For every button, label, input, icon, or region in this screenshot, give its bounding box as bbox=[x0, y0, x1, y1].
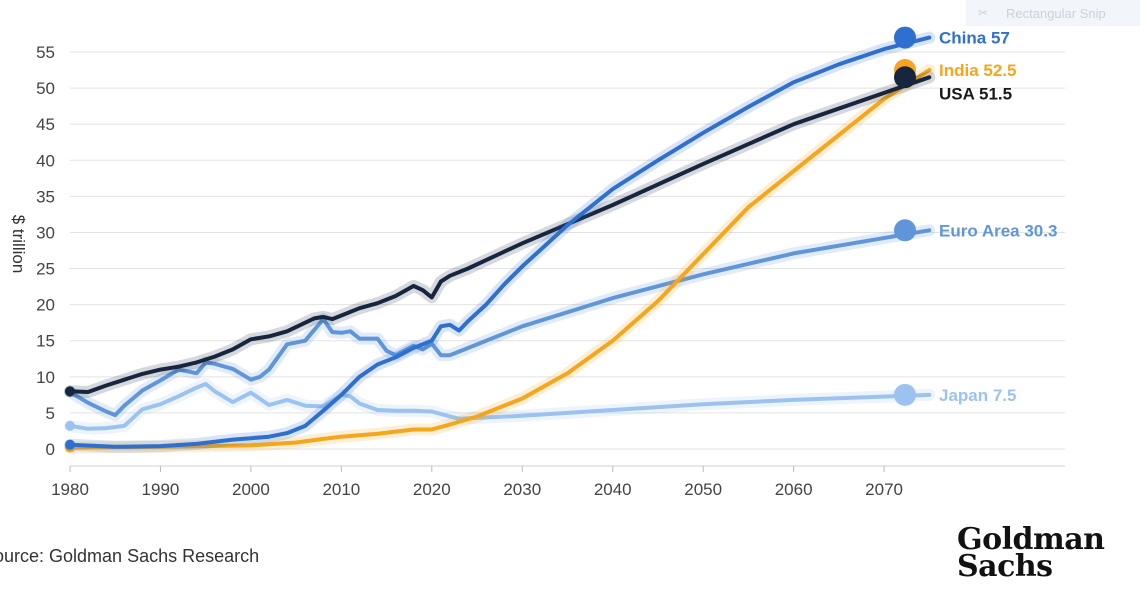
series-line bbox=[68, 228, 932, 418]
source-note: ource: Goldman Sachs Research bbox=[0, 546, 260, 566]
y-tick-label: 55 bbox=[36, 43, 55, 62]
x-tick-label: 2010 bbox=[322, 480, 360, 499]
series-end-label: Euro Area 30.3 bbox=[939, 221, 1057, 240]
series-end-point bbox=[894, 66, 916, 89]
y-tick-label: 30 bbox=[36, 223, 55, 242]
series-end-label: India 52.5 bbox=[939, 61, 1016, 80]
x-tick-label: 2040 bbox=[594, 480, 632, 499]
x-tick-label: 2070 bbox=[865, 480, 903, 499]
series-line bbox=[68, 35, 932, 449]
series-start-point bbox=[65, 386, 75, 397]
series-end-label: USA 51.5 bbox=[939, 84, 1012, 103]
y-tick-label: 10 bbox=[36, 368, 55, 387]
series-end-point bbox=[894, 26, 916, 49]
series-end-label: China 57 bbox=[939, 29, 1010, 48]
y-tick-label: 20 bbox=[36, 296, 55, 315]
y-tick-label: 50 bbox=[36, 79, 55, 98]
series-end-label: Japan 7.5 bbox=[939, 386, 1017, 405]
scissors-icon: ✂ bbox=[978, 6, 989, 20]
x-tick-label: 1990 bbox=[142, 480, 180, 499]
y-axis-label: $ trillion bbox=[9, 215, 28, 274]
x-tick-label: 2060 bbox=[775, 480, 813, 499]
logo-line-1: Goldman bbox=[957, 522, 1105, 557]
series-line bbox=[68, 68, 932, 450]
y-tick-label: 5 bbox=[46, 404, 55, 423]
gridlines bbox=[70, 51, 1065, 467]
series-end-point bbox=[894, 383, 916, 406]
series-start-point bbox=[65, 439, 75, 450]
series-end-markers bbox=[894, 26, 916, 406]
x-tick-labels: 1980 1990 2000 2010 2020 2030 2040 2050 2060 2070 bbox=[51, 466, 903, 499]
y-tick-label: 35 bbox=[36, 187, 55, 206]
snip-tooltip[interactable]: ✂ Rectangular Snip bbox=[966, 0, 1140, 26]
series-start-point bbox=[65, 420, 75, 431]
series-end-point bbox=[894, 219, 916, 242]
x-tick-label: 2000 bbox=[232, 480, 270, 499]
y-tick-label: 0 bbox=[46, 440, 55, 459]
x-tick-label: 2030 bbox=[503, 480, 541, 499]
y-tick-label: 25 bbox=[36, 260, 55, 279]
x-tick-label: 2050 bbox=[684, 480, 722, 499]
x-tick-label: 2020 bbox=[413, 480, 451, 499]
logo-line-2: Sachs bbox=[957, 549, 1053, 584]
y-tick-label: 15 bbox=[36, 332, 55, 351]
y-tick-label: 40 bbox=[36, 151, 55, 170]
series-line bbox=[68, 75, 932, 394]
y-tick-label: 45 bbox=[36, 115, 55, 134]
series-lines bbox=[64, 31, 936, 454]
snip-label: Rectangular Snip bbox=[1006, 6, 1106, 21]
goldman-sachs-logo: Goldman Sachs bbox=[957, 522, 1107, 584]
series-end-labels: Japan 7.5 Euro Area 30.3 India 52.5 USA 51.… bbox=[939, 29, 1057, 405]
y-tick-labels: 0 5 10 15 20 25 30 35 40 45 50 55 bbox=[36, 43, 55, 459]
x-tick-label: 1980 bbox=[51, 480, 89, 499]
